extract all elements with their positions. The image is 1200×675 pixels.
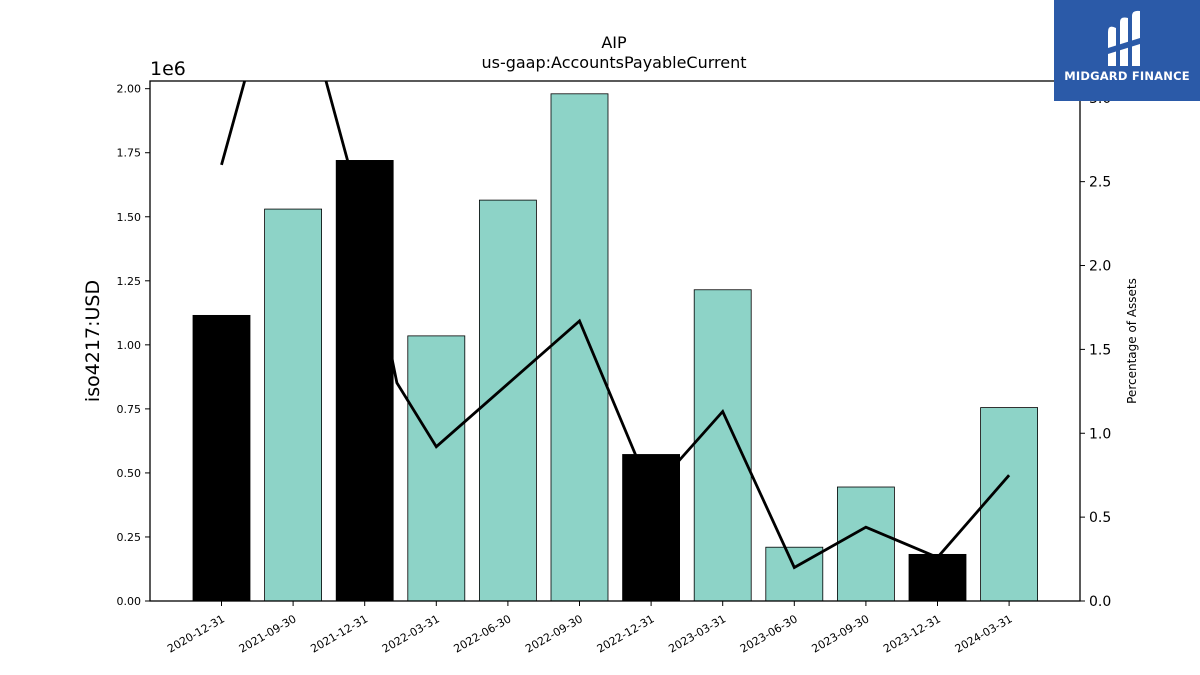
bars-group [192,93,1038,602]
line-group [220,81,1011,570]
x-tick-label: 2020-12-31 [165,612,227,655]
logo-text: MIDGARD FINANCE [1064,69,1190,83]
bar-2021-12-31 [335,160,394,602]
y2-tick-label: 2.5 [1089,175,1111,191]
bar-2022-12-31 [622,454,680,602]
y-tick-label: 0.25 [117,531,142,544]
x-tick-label: 2022-06-30 [452,612,514,655]
percentage-of-assets-line [220,81,1011,570]
midgard-finance-logo: MIDGARD FINANCE [1054,0,1200,101]
y2-tick-label: 2.0 [1089,259,1111,275]
bar-2023-12-31 [908,553,967,602]
y-tick-label: 1.50 [117,211,142,224]
y2-tick-label: 1.0 [1089,426,1111,442]
chart-title: AIP [601,33,627,52]
bar-2022-03-31 [407,335,466,602]
x-tick-label: 2021-12-31 [308,612,370,655]
y-tick-label: 0.00 [117,595,142,608]
x-tick-label: 2022-03-31 [380,612,442,655]
chart-subtitle: us-gaap:AccountsPayableCurrent [481,53,746,72]
y-tick-label: 2.00 [117,83,142,96]
y-axis-label: iso4217:USD [82,280,104,402]
y-tick-label: 0.75 [117,403,142,416]
plot-frame [149,80,1081,602]
y-tick-label: 1.00 [117,339,142,352]
y-tick-label: 1.75 [117,147,142,160]
bar-2022-09-30 [550,93,609,602]
x-tick-label: 2023-06-30 [738,612,800,655]
y2-tick-label: 0.0 [1089,594,1111,610]
y-tick-label: 1.25 [117,275,142,288]
offset-text: 1e6 [150,58,186,80]
x-tick-label: 2023-09-30 [810,612,872,655]
bar-2023-03-31 [693,289,752,602]
x-tick-label: 2022-09-30 [523,612,585,655]
logo-mark-icon [1108,10,1140,67]
bar-2021-09-30 [264,208,323,602]
bar-2020-12-31 [192,314,251,602]
x-tick-label: 2021-09-30 [237,612,299,655]
x-tick-label: 2022-12-31 [595,612,657,655]
bar-2023-09-30 [837,486,895,602]
x-tick-label: 2023-12-31 [881,612,943,655]
x-tick-label: 2023-03-31 [666,612,728,655]
y2-axis-label: Percentage of Assets [1125,278,1139,404]
x-tick-label: 2024-03-31 [953,612,1015,655]
y2-tick-label: 0.5 [1089,510,1111,526]
y2-tick-label: 1.5 [1089,342,1111,358]
bar-2024-03-31 [980,407,1038,602]
y-tick-label: 0.50 [117,467,142,480]
